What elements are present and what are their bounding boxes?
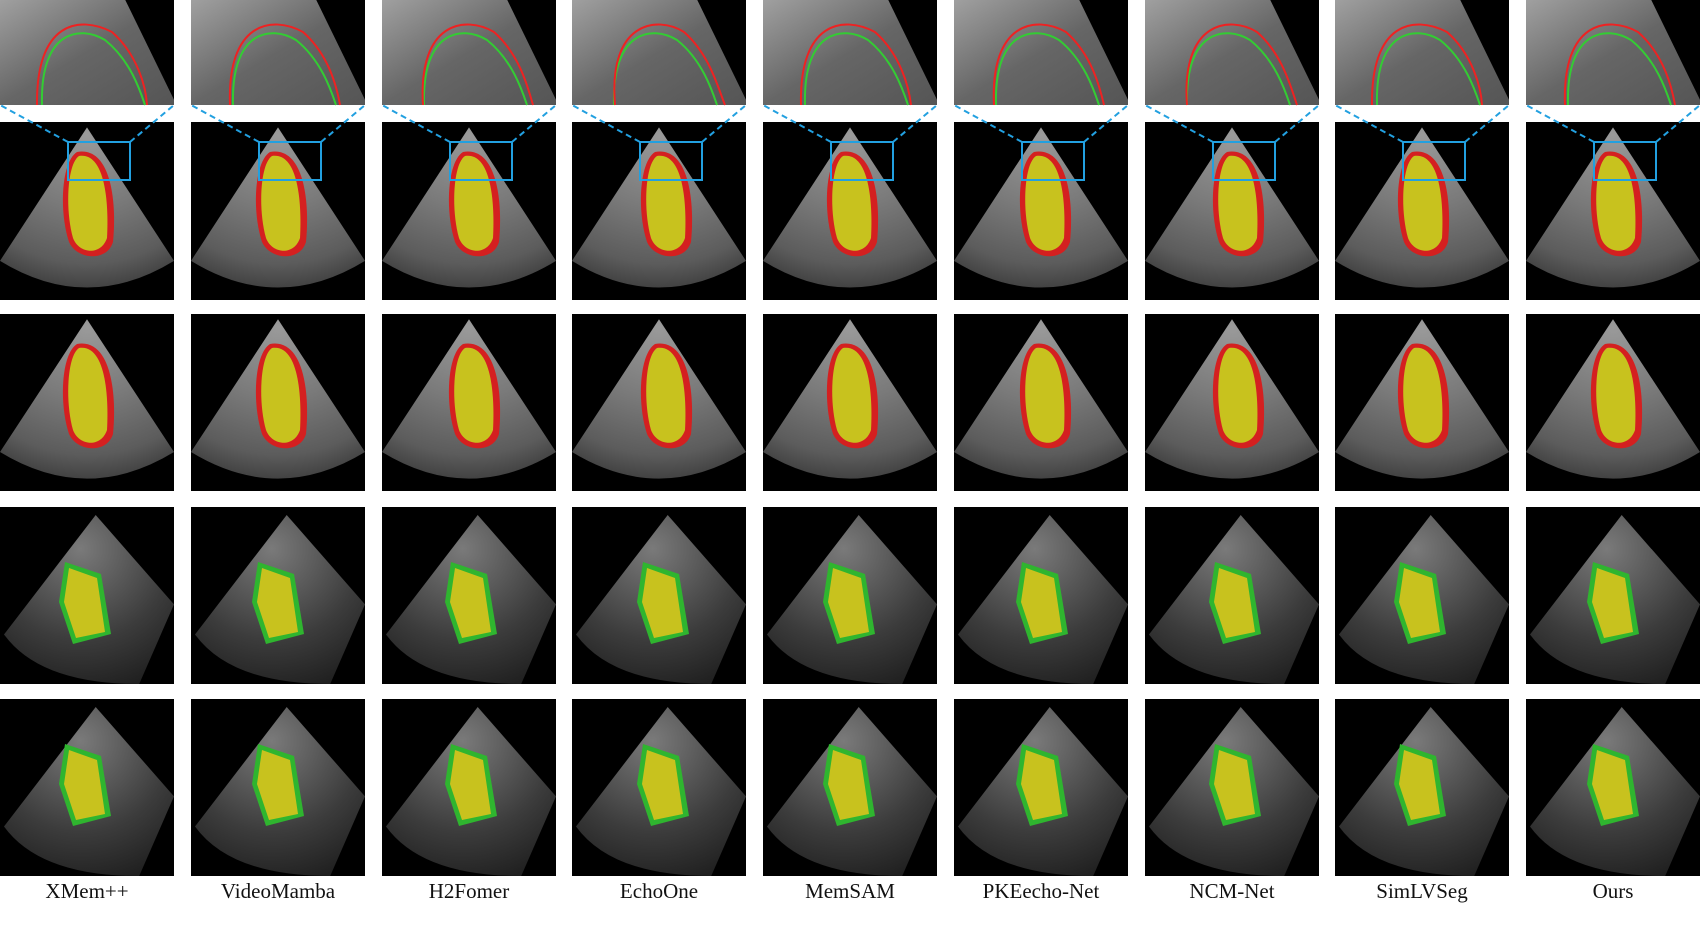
zoom-gt-contour [1566, 32, 1672, 106]
zoom-box [449, 141, 513, 181]
zoom-gt-contour [1185, 32, 1291, 106]
zoom-connector [762, 104, 832, 143]
zoom-connector [1334, 104, 1404, 143]
method-column: H2Fomer [381, 0, 557, 903]
method-label: H2Fomer [429, 879, 510, 903]
lv-mask [646, 347, 686, 443]
lv-mask [64, 568, 105, 638]
lv-mask [642, 750, 683, 820]
lv-mask [642, 568, 683, 638]
method-label: NCM-Net [1189, 879, 1274, 903]
zoom-connector [1525, 104, 1595, 143]
lv-mask [1403, 347, 1443, 443]
zoom-gt-contour [612, 32, 718, 106]
lv-mask [1592, 750, 1633, 820]
method-column: PKEecho-Net [953, 0, 1129, 903]
zoom-gt-contour [231, 32, 337, 106]
method-column: EchoOne [571, 0, 747, 903]
zoom-box [639, 141, 703, 181]
zoom-gt-contour [994, 32, 1100, 106]
lv-mask [1025, 347, 1065, 443]
zoom-connector [1144, 104, 1214, 143]
lv-mask [257, 568, 298, 638]
lv-mask [828, 750, 869, 820]
zoom-box [1402, 141, 1466, 181]
zoom-box [1212, 141, 1276, 181]
method-label: VideoMamba [221, 879, 336, 903]
zoom-pred-contour [228, 23, 341, 106]
lv-mask [64, 750, 105, 820]
method-column: VideoMamba [190, 0, 366, 903]
lv-mask [1596, 347, 1636, 443]
zoom-pred-contour [613, 23, 726, 106]
lv-mask [450, 568, 491, 638]
lv-mask [1214, 568, 1255, 638]
method-column: XMem++ [0, 0, 175, 903]
lv-mask [1218, 347, 1258, 443]
zoom-box [258, 141, 322, 181]
method-column: MemSAM [762, 0, 938, 903]
zoom-connector [190, 104, 260, 143]
zoom-pred-contour [992, 23, 1105, 106]
zoom-pred-contour [421, 23, 534, 106]
method-label: XMem++ [45, 879, 128, 903]
method-column: Ours [1525, 0, 1700, 903]
zoom-connector [0, 104, 69, 143]
lv-mask [1021, 568, 1062, 638]
method-column: NCM-Net [1144, 0, 1320, 903]
zoom-gt-contour [1375, 32, 1481, 106]
method-column: SimLVSeg [1334, 0, 1510, 903]
method-label: EchoOne [620, 879, 698, 903]
lv-mask [450, 750, 491, 820]
zoom-pred-contour [1185, 23, 1298, 106]
lv-mask [261, 347, 301, 443]
zoom-box [830, 141, 894, 181]
zoom-pred-contour [799, 23, 912, 106]
lv-mask [68, 347, 108, 443]
method-label: Ours [1593, 879, 1634, 903]
lv-mask [454, 347, 494, 443]
zoom-gt-contour [803, 32, 909, 106]
zoom-gt-contour [40, 32, 146, 106]
zoom-box [1593, 141, 1657, 181]
lv-mask [1592, 568, 1633, 638]
zoom-pred-contour [35, 23, 148, 106]
zoom-connector [953, 104, 1023, 143]
lv-mask [1214, 750, 1255, 820]
zoom-connector [571, 104, 641, 143]
lv-mask [832, 347, 872, 443]
method-label: PKEecho-Net [983, 879, 1100, 903]
zoom-gt-contour [422, 32, 528, 106]
lv-mask [1399, 568, 1440, 638]
zoom-box [1021, 141, 1085, 181]
zoom-connector [381, 104, 451, 143]
zoom-pred-contour [1370, 23, 1483, 106]
method-label: SimLVSeg [1376, 879, 1468, 903]
method-label: MemSAM [805, 879, 895, 903]
zoom-box [67, 141, 131, 181]
lv-mask [1399, 750, 1440, 820]
lv-mask [828, 568, 869, 638]
lv-mask [257, 750, 298, 820]
zoom-pred-contour [1563, 23, 1676, 106]
lv-mask [1021, 750, 1062, 820]
